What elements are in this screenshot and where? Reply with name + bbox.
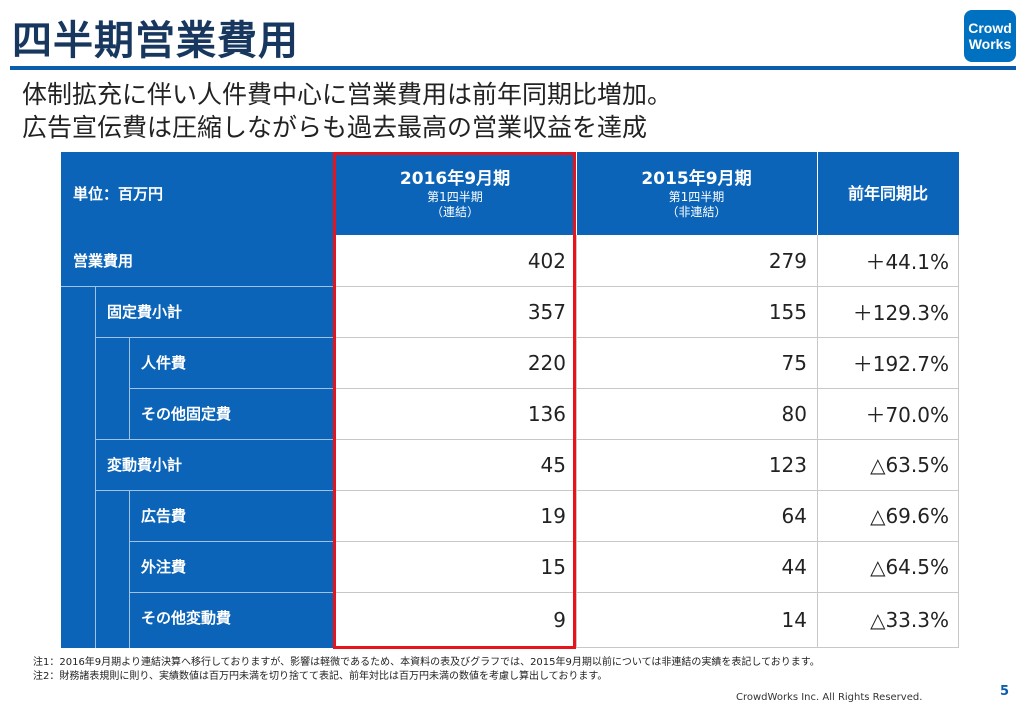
cell-2016: 45	[540, 452, 566, 477]
header-2016: 2016年9月期 第1四半期 （連結）	[334, 152, 576, 235]
cell-yoy: ＋129.3%	[852, 301, 949, 325]
cell-2016: 402	[527, 248, 566, 273]
label-indent-line	[95, 286, 96, 648]
row-label-column	[61, 235, 334, 648]
unit-label: 単位：百万円	[73, 184, 164, 203]
cell-2015: 44	[781, 554, 807, 579]
highlight-2016-column	[333, 152, 576, 649]
row-divider	[334, 541, 959, 542]
footnote-1: 注1：2016年9月期より連結決算へ移行しておりますが、影響は軽微であるため、本…	[33, 657, 820, 668]
label-separator	[129, 388, 334, 389]
header-2016-sub2: （連結）	[430, 204, 479, 219]
label-separator	[61, 286, 334, 287]
cell-2015: 75	[781, 350, 807, 375]
footnotes: 注1：2016年9月期より連結決算へ移行しておりますが、影響は軽微であるため、本…	[33, 656, 820, 684]
row-label-operating-expenses: 営業費用	[73, 252, 134, 270]
cell-yoy: △63.5%	[870, 452, 949, 477]
row-divider	[334, 439, 959, 440]
header-2015-sub2: （非連結）	[666, 204, 727, 219]
cell-2016: 19	[540, 503, 566, 528]
operating-expenses-table: 単位：百万円 2016年9月期 第1四半期 （連結） 2015年9月期 第1四半…	[61, 152, 959, 648]
row-label-variable-subtotal: 変動費小計	[107, 456, 183, 474]
header-2016-main: 2016年9月期	[399, 168, 511, 189]
label-indent-line	[129, 337, 130, 439]
column-divider	[817, 235, 818, 648]
header-2015-sub1: 第1四半期	[668, 189, 725, 204]
subtitle-line-2: 広告宣伝費は圧縮しながらも過去最高の営業収益を達成	[22, 113, 648, 142]
cell-2016: 136	[527, 401, 566, 426]
cell-yoy: ＋192.7%	[852, 352, 949, 376]
row-divider	[334, 337, 959, 338]
cell-2015: 80	[781, 401, 807, 426]
row-label-fixed-subtotal: 固定費小計	[107, 303, 183, 321]
cell-2016: 15	[540, 554, 566, 579]
row-divider	[334, 388, 959, 389]
cell-2016: 357	[527, 299, 566, 324]
label-separator	[95, 439, 334, 440]
row-label-other-fixed: その他固定費	[141, 405, 232, 423]
subtitle-line-1: 体制拡充に伴い人件費中心に営業費用は前年同期比増加。	[22, 80, 673, 109]
page-number: 5	[1000, 684, 1010, 699]
row-label-outsourcing: 外注費	[141, 558, 187, 576]
row-divider	[334, 490, 959, 491]
header-yoy-label: 前年同期比	[847, 183, 928, 203]
cell-yoy: △69.6%	[870, 503, 949, 528]
cell-2015: 123	[768, 452, 807, 477]
row-divider	[334, 286, 959, 287]
label-separator	[129, 592, 334, 593]
row-label-other-variable: その他変動費	[141, 609, 232, 627]
row-label-advertising: 広告費	[141, 507, 187, 525]
header-2016-sub1: 第1四半期	[427, 189, 483, 204]
cell-2015: 279	[768, 248, 807, 273]
cell-2015: 14	[781, 607, 807, 632]
column-divider	[576, 235, 577, 648]
column-divider	[958, 235, 959, 648]
label-separator	[95, 337, 334, 338]
header-2015: 2015年9月期 第1四半期 （非連結）	[576, 152, 817, 235]
header-yoy: 前年同期比	[817, 152, 959, 235]
header-divider	[817, 152, 818, 235]
cell-2015: 155	[768, 299, 807, 324]
header-2015-main: 2015年9月期	[641, 168, 752, 189]
cell-yoy: △33.3%	[870, 607, 949, 632]
cell-yoy: △64.5%	[870, 554, 949, 579]
title-divider	[10, 66, 1016, 70]
label-separator	[95, 490, 334, 491]
logo-line-1: Crowd	[968, 20, 1012, 36]
header-unit: 単位：百万円	[61, 152, 334, 235]
label-indent-line	[129, 490, 130, 648]
copyright: CrowdWorks Inc. All Rights Reserved.	[736, 692, 923, 703]
cell-2016: 220	[527, 350, 566, 375]
logo-line-2: Works	[968, 36, 1012, 52]
header-divider	[576, 152, 577, 235]
row-label-personnel: 人件費	[141, 354, 187, 372]
footnote-2: 注2：財務諸表規則に則り、実績数値は百万円未満を切り捨てて表記、前年対比は百万円…	[33, 671, 608, 682]
cell-yoy: ＋44.1%	[865, 250, 949, 274]
crowdworks-logo: Crowd Works	[964, 10, 1016, 62]
row-divider	[334, 592, 959, 593]
cell-2016: 9	[553, 607, 566, 632]
cell-yoy: ＋70.0%	[865, 403, 949, 427]
page-title: 四半期営業費用	[12, 18, 299, 64]
subtitle: 体制拡充に伴い人件費中心に営業費用は前年同期比増加。 広告宣伝費は圧縮しながらも…	[22, 78, 672, 144]
row-divider	[334, 647, 959, 648]
cell-2015: 64	[781, 503, 807, 528]
label-separator	[129, 541, 334, 542]
